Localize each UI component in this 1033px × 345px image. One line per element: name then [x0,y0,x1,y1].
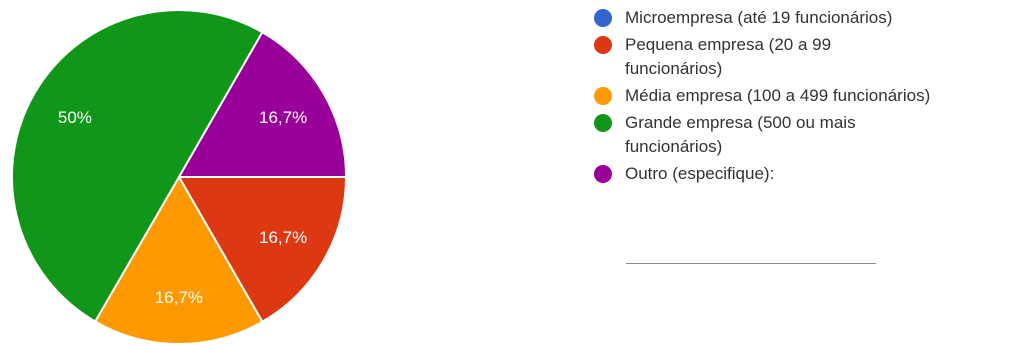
legend-swatch-outro [594,165,612,183]
legend-item-microempresa[interactable]: Microempresa (até 19 funcionários) [594,6,1033,30]
pie-slice-label-3: 50% [58,108,92,127]
legend-swatch-pequena-empresa [594,36,612,54]
legend-swatch-microempresa [594,9,612,27]
pie-slice-4[interactable] [177,30,348,178]
legend-swatch-media-empresa [594,87,612,105]
pie-slice-label-2: 16,7% [155,288,203,307]
pie-slice-1[interactable] [177,176,348,324]
pie-slice-label-1: 16,7% [259,228,307,247]
pie-chart: 16,7% 16,7% 50% 16,7% [11,9,348,345]
pie-slice-label-4: 16,7% [259,108,307,127]
legend-swatch-grande-empresa [594,114,612,132]
legend-item-media-empresa[interactable]: Média empresa (100 a 499 funcionários) [594,84,1033,108]
pie-slice-2[interactable] [93,175,264,345]
legend-label-microempresa: Microempresa (até 19 funcionários) [625,8,893,27]
legend-label-outro: Outro (especifique): [625,164,775,183]
legend-label-media-empresa: Média empresa (100 a 499 funcionários) [625,86,931,105]
legend-item-outro[interactable]: Outro (especifique): [594,162,1033,186]
legend: Microempresa (até 19 funcionários) Peque… [594,6,1033,189]
legend-item-grande-empresa[interactable]: Grande empresa (500 ou mais funcionários… [594,111,1033,159]
other-specify-line [626,263,876,264]
legend-label-pequena-empresa: Pequena empresa (20 a 99 funcionários) [625,35,832,78]
legend-label-grande-empresa: Grande empresa (500 ou mais funcionários… [625,113,856,156]
pie-slice-3[interactable] [11,9,264,323]
legend-item-pequena-empresa[interactable]: Pequena empresa (20 a 99 funcionários) [594,33,1033,81]
